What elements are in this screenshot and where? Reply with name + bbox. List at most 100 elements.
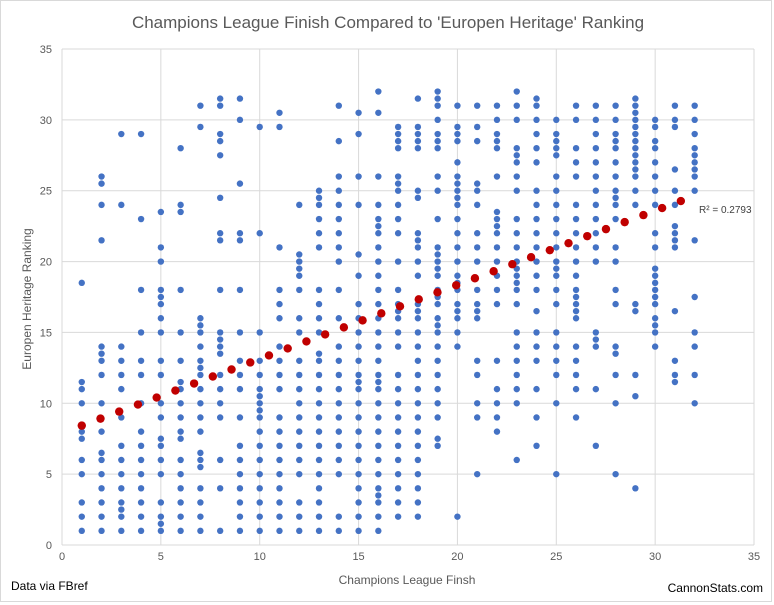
data-point	[394, 499, 402, 506]
data-point	[197, 343, 204, 350]
r-squared-label: R² = 0.2793	[699, 205, 752, 216]
data-point	[375, 499, 382, 506]
data-point	[98, 371, 105, 379]
data-point	[375, 286, 382, 294]
data-point	[414, 258, 422, 265]
data-point	[355, 371, 362, 379]
data-point	[394, 456, 402, 464]
data-point	[197, 322, 204, 329]
x-tick-label: 5	[158, 551, 164, 563]
data-point	[434, 322, 441, 329]
data-point	[513, 329, 520, 336]
data-point	[691, 116, 698, 124]
data-point	[474, 102, 481, 109]
data-point	[137, 527, 145, 535]
data-point	[493, 286, 501, 294]
data-point	[454, 180, 461, 187]
trendline-dot	[377, 309, 386, 318]
data-point	[335, 187, 342, 194]
data-point	[592, 102, 600, 109]
data-point	[592, 244, 600, 251]
data-point	[474, 300, 481, 308]
data-point	[691, 400, 698, 407]
data-point	[256, 400, 263, 407]
trendline-dot	[601, 224, 611, 234]
data-point	[157, 300, 165, 308]
trendline-dot	[451, 281, 461, 290]
data-point	[177, 329, 184, 336]
data-point	[375, 371, 382, 379]
data-point	[454, 130, 461, 138]
data-point	[394, 329, 402, 336]
data-point	[355, 385, 362, 393]
data-point	[315, 400, 323, 407]
data-point	[612, 102, 619, 109]
trendline-dot	[227, 365, 236, 374]
data-point	[394, 215, 402, 223]
data-point	[137, 130, 145, 138]
data-point	[553, 201, 560, 209]
data-point	[256, 456, 263, 464]
data-point	[256, 371, 263, 379]
data-point	[355, 173, 362, 180]
data-point	[632, 159, 639, 166]
data-point	[355, 513, 362, 520]
data-point	[256, 385, 263, 393]
data-point	[691, 152, 698, 159]
data-point	[296, 357, 303, 364]
data-point	[414, 499, 422, 506]
data-point	[434, 244, 441, 251]
data-point	[493, 173, 501, 180]
data-point	[98, 456, 105, 464]
data-point	[296, 201, 303, 209]
data-point	[276, 286, 283, 294]
data-point	[296, 442, 303, 449]
trendline-dot	[676, 196, 686, 206]
data-point	[355, 343, 362, 350]
data-point	[474, 137, 481, 145]
data-point	[355, 485, 362, 492]
data-point	[375, 357, 382, 364]
tick-labels: 0 5 10 15 20 25 30 35 0 5 10 15 20 25 30 35	[40, 44, 760, 563]
data-point	[691, 130, 698, 138]
data-point	[236, 95, 244, 102]
data-point	[157, 244, 165, 251]
data-point	[157, 329, 165, 336]
data-point	[493, 102, 501, 109]
data-point	[118, 470, 125, 478]
data-point	[177, 286, 184, 294]
data-point	[157, 414, 165, 421]
data-point	[355, 109, 362, 116]
data-point	[454, 343, 461, 350]
data-point	[651, 173, 659, 180]
data-point	[434, 265, 441, 272]
data-point	[355, 400, 362, 407]
data-point	[394, 315, 402, 322]
data-point	[493, 230, 501, 237]
data-point	[533, 159, 540, 166]
data-point	[553, 137, 560, 145]
data-point	[276, 456, 283, 464]
data-point	[691, 371, 698, 379]
data-point	[335, 173, 342, 180]
gridlines	[61, 48, 755, 546]
data-point	[414, 315, 422, 322]
data-point	[592, 215, 600, 223]
data-point	[474, 201, 481, 209]
data-point	[118, 201, 125, 209]
data-point	[335, 470, 342, 478]
data-point	[315, 300, 323, 308]
data-point	[315, 527, 323, 535]
data-point	[592, 329, 600, 336]
data-point	[572, 385, 580, 393]
data-point	[118, 357, 125, 364]
data-point	[572, 230, 580, 237]
data-point	[632, 95, 639, 102]
data-point	[434, 385, 441, 393]
data-point	[651, 329, 659, 336]
data-point	[474, 371, 481, 379]
data-point	[236, 442, 244, 449]
trendline	[77, 196, 686, 430]
data-point	[197, 329, 204, 336]
data-point	[513, 244, 520, 251]
